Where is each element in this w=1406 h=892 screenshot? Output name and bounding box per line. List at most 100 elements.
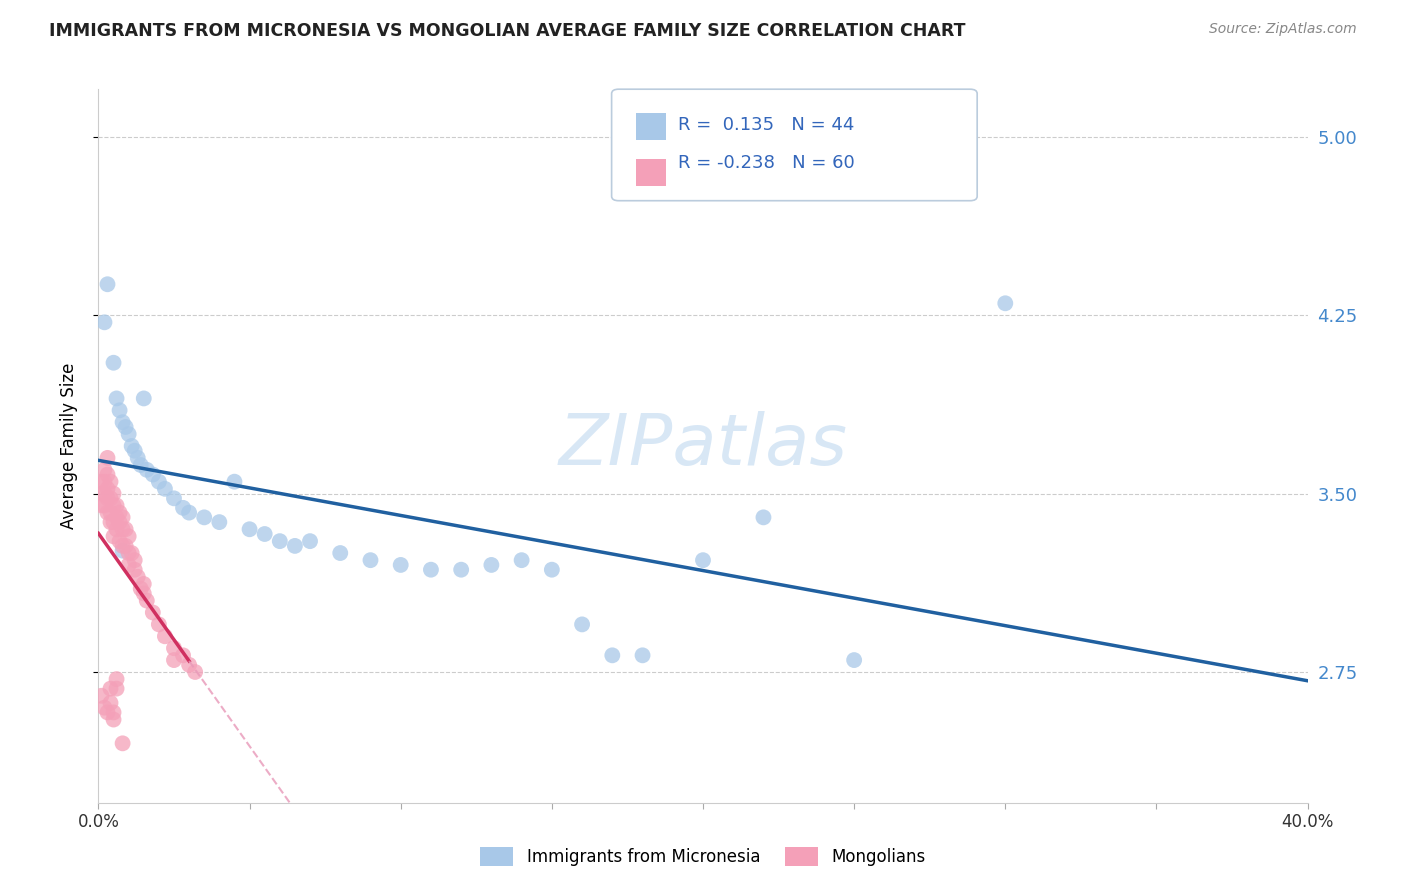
Point — [360, 553, 382, 567]
Point — [90, 486, 112, 500]
Point — [135, 463, 157, 477]
Point — [148, 475, 170, 489]
Point — [153, 629, 176, 643]
Point — [121, 439, 143, 453]
Text: ZIPatlas: ZIPatlas — [558, 411, 848, 481]
Point — [114, 539, 136, 553]
Point — [844, 653, 866, 667]
Point — [124, 443, 146, 458]
Point — [132, 586, 155, 600]
Point — [124, 553, 146, 567]
Point — [269, 534, 291, 549]
Point — [111, 543, 134, 558]
Point — [100, 696, 122, 710]
Point — [103, 515, 125, 529]
Point — [103, 529, 125, 543]
Point — [481, 558, 503, 572]
Point — [163, 491, 186, 506]
Point — [184, 665, 207, 679]
Point — [103, 499, 125, 513]
Point — [179, 657, 201, 672]
Point — [163, 641, 186, 656]
Point — [105, 522, 128, 536]
Point — [450, 563, 472, 577]
Point — [118, 427, 141, 442]
Point — [100, 475, 122, 489]
Point — [389, 558, 412, 572]
Point — [90, 689, 112, 703]
Point — [163, 653, 186, 667]
Text: R = -0.238   N = 60: R = -0.238 N = 60 — [678, 154, 855, 172]
Text: IMMIGRANTS FROM MICRONESIA VS MONGOLIAN AVERAGE FAMILY SIZE CORRELATION CHART: IMMIGRANTS FROM MICRONESIA VS MONGOLIAN … — [49, 22, 966, 40]
Point — [172, 500, 194, 515]
Text: R =  0.135   N = 44: R = 0.135 N = 44 — [678, 116, 853, 134]
Point — [96, 467, 118, 482]
Point — [93, 700, 115, 714]
Point — [118, 546, 141, 560]
Point — [103, 356, 125, 370]
Point — [510, 553, 533, 567]
Point — [96, 491, 118, 506]
Point — [105, 392, 128, 406]
Point — [100, 506, 122, 520]
Point — [129, 458, 152, 472]
Point — [93, 463, 115, 477]
Point — [752, 510, 775, 524]
Point — [105, 672, 128, 686]
Point — [103, 486, 125, 500]
Point — [108, 403, 131, 417]
Point — [540, 563, 562, 577]
Point — [420, 563, 443, 577]
Point — [124, 563, 146, 577]
Point — [118, 558, 141, 572]
Point — [193, 510, 215, 524]
Point — [105, 499, 128, 513]
Point — [571, 617, 593, 632]
Point — [208, 515, 231, 529]
Point — [114, 522, 136, 536]
Point — [111, 510, 134, 524]
Point — [100, 681, 122, 696]
Point — [142, 606, 165, 620]
Point — [108, 506, 131, 520]
Point — [105, 681, 128, 696]
Point — [132, 392, 155, 406]
Point — [253, 527, 276, 541]
Point — [142, 467, 165, 482]
Point — [284, 539, 307, 553]
Point — [135, 593, 157, 607]
Point — [96, 277, 118, 292]
Point — [129, 582, 152, 596]
Point — [994, 296, 1017, 310]
Point — [132, 577, 155, 591]
Legend: Immigrants from Micronesia, Mongolians: Immigrants from Micronesia, Mongolians — [474, 840, 932, 873]
Point — [96, 706, 118, 720]
Point — [153, 482, 176, 496]
Point — [100, 491, 122, 506]
Point — [103, 706, 125, 720]
Point — [179, 506, 201, 520]
Point — [118, 529, 141, 543]
Point — [631, 648, 654, 663]
Point — [148, 617, 170, 632]
Point — [108, 534, 131, 549]
Point — [111, 415, 134, 429]
Point — [239, 522, 262, 536]
Point — [96, 482, 118, 496]
Point — [127, 570, 149, 584]
Point — [111, 522, 134, 536]
Text: Source: ZipAtlas.com: Source: ZipAtlas.com — [1209, 22, 1357, 37]
Point — [114, 420, 136, 434]
Point — [90, 499, 112, 513]
Point — [602, 648, 624, 663]
Point — [127, 450, 149, 465]
Point — [329, 546, 352, 560]
Point — [172, 648, 194, 663]
Point — [299, 534, 322, 549]
Point — [93, 499, 115, 513]
Point — [96, 506, 118, 520]
Point — [96, 450, 118, 465]
Point — [121, 546, 143, 560]
Point — [108, 515, 131, 529]
Point — [692, 553, 714, 567]
